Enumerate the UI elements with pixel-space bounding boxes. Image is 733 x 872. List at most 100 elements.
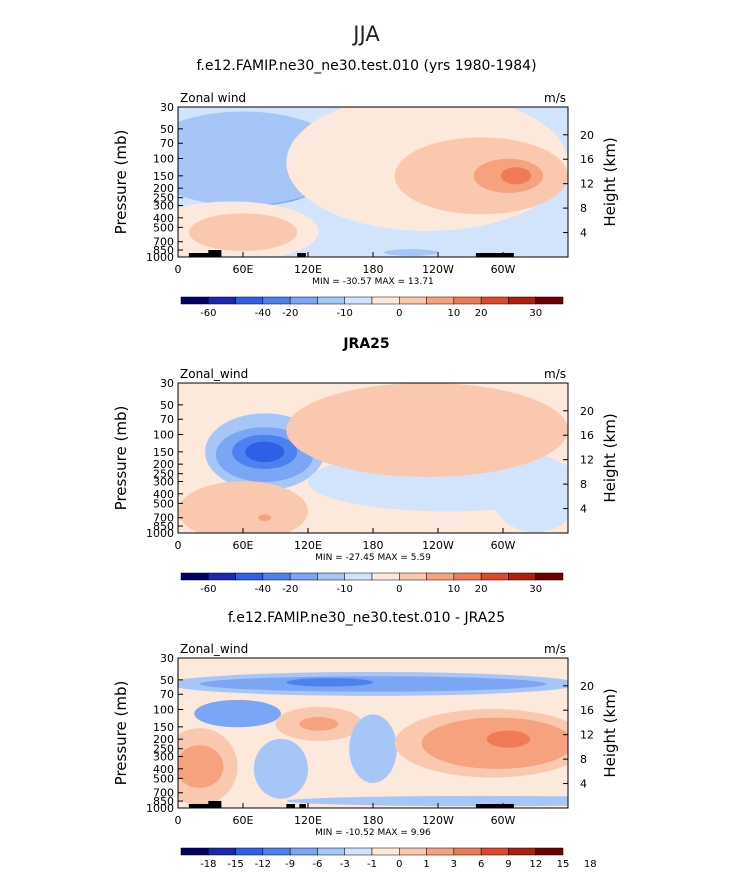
colorbar-box [453, 847, 482, 856]
colorbar-box [235, 572, 264, 581]
colorbar-label: 6 [478, 859, 484, 870]
contour-region [258, 514, 272, 522]
colorbar-box [535, 296, 564, 305]
contour-region [486, 730, 531, 748]
x-tick-label: 180 [363, 539, 384, 552]
colorbar-box [371, 847, 400, 856]
y-tick-label: 850 [153, 795, 174, 808]
colorbar-box [399, 296, 427, 305]
colorbar-box [344, 296, 373, 305]
colorbar-label: 10 [447, 584, 460, 595]
y2-tick-label: 4 [580, 227, 587, 240]
x-tick-label: 60E [233, 814, 254, 827]
colorbar-label: 18 [584, 859, 597, 870]
x-tick-label: 120E [294, 539, 322, 552]
y2-tick-label: 12 [580, 729, 594, 742]
y-tick-label: 50 [160, 123, 174, 136]
y2-tick-label: 8 [580, 202, 587, 215]
x-tick-label: 0 [175, 539, 182, 552]
colorbar-box [399, 572, 427, 581]
x-tick-label: 120W [422, 263, 454, 276]
y-tick-label: 250 [153, 468, 174, 481]
variable-label: Zonal_wind [180, 367, 248, 381]
y-tick-label: 700 [153, 236, 174, 249]
y-tick-label: 100 [153, 153, 174, 166]
variable-label: Zonal wind [180, 91, 246, 105]
y2-tick-label: 12 [580, 454, 594, 467]
min-max-stats: MIN = -27.45 MAX = 5.59 [315, 553, 431, 563]
terrain-mask [297, 253, 306, 257]
colorbar-label: 20 [475, 308, 488, 319]
min-max-stats: MIN = -30.57 MAX = 13.71 [312, 277, 433, 287]
y-tick-label: 70 [160, 137, 174, 150]
colorbar-box [180, 296, 209, 305]
colorbar-box [289, 572, 318, 581]
colorbar-box [508, 296, 536, 305]
y-tick-label: 100 [153, 429, 174, 442]
x-tick-label: 120E [294, 814, 322, 827]
x-tick-label: 60W [491, 263, 516, 276]
colorbar-box [235, 847, 264, 856]
colorbar-box [508, 572, 536, 581]
terrain-mask [188, 804, 222, 808]
y-tick-label: 30 [160, 377, 174, 390]
colorbar-box [453, 296, 482, 305]
colorbar-box [371, 572, 400, 581]
colorbar-box [180, 847, 209, 856]
colorbar-label: 1 [423, 859, 429, 870]
y2-tick-label: 16 [580, 429, 594, 442]
y-tick-label: 400 [153, 212, 174, 225]
x-tick-label: 120W [422, 539, 454, 552]
y-tick-label: 500 [153, 221, 174, 234]
colorbar-label: -9 [285, 859, 295, 870]
contour-region [194, 699, 281, 728]
y-axis-label: Pressure (mb) [112, 681, 130, 786]
y-tick-label: 30 [160, 652, 174, 665]
y-tick-label: 150 [153, 446, 174, 459]
y-tick-label: 1000 [146, 527, 174, 540]
y2-tick-label: 20 [580, 129, 594, 142]
y2-axis-label: Height (km) [601, 688, 619, 777]
colorbar-label: -10 [337, 308, 353, 319]
colorbar-box [262, 847, 291, 856]
y-tick-label: 1000 [146, 802, 174, 815]
colorbar-box [208, 847, 236, 856]
y2-axis-label: Height (km) [601, 413, 619, 502]
contour-region [286, 795, 568, 807]
panel-title-diff: f.e12.FAMIP.ne30_ne30.test.010 - JRA25 [227, 610, 506, 626]
colorbar-label: -60 [200, 308, 216, 319]
panel-model: Zonal wind m/s305070100150200250300400500… [112, 91, 619, 319]
colorbar-label: -40 [255, 308, 271, 319]
panel-title-model: f.e12.FAMIP.ne30_ne30.test.010 (yrs 1980… [196, 58, 537, 74]
y-tick-label: 70 [160, 688, 174, 701]
terrain-mask [475, 804, 514, 808]
colorbar-box [180, 572, 209, 581]
y2-tick-label: 8 [580, 753, 587, 766]
contour-region [383, 249, 438, 256]
colorbar-box [289, 847, 318, 856]
x-tick-label: 180 [363, 263, 384, 276]
y-tick-label: 400 [153, 488, 174, 501]
colorbar-label: -20 [282, 308, 298, 319]
colorbar-label: 20 [475, 584, 488, 595]
y2-axis-label: Height (km) [601, 137, 619, 226]
colorbar-label: -12 [255, 859, 271, 870]
colorbar-label: -6 [312, 859, 322, 870]
y2-tick-label: 4 [580, 503, 587, 516]
colorbar-box [480, 296, 509, 305]
contour-region [299, 717, 339, 731]
y2-tick-label: 16 [580, 704, 594, 717]
min-max-stats: MIN = -10.52 MAX = 9.96 [315, 828, 431, 838]
colorbar-label: 0 [396, 859, 402, 870]
colorbar-box [426, 296, 455, 305]
colorbar-label: -20 [282, 584, 298, 595]
panel-diff: Zonal_wind m/s305070100150200250300400500… [112, 642, 619, 870]
x-tick-label: 60E [233, 263, 254, 276]
colorbar-box [317, 296, 345, 305]
colorbar-box [344, 847, 373, 856]
y-tick-label: 150 [153, 721, 174, 734]
y-tick-label: 200 [153, 733, 174, 746]
colorbar-box [399, 847, 427, 856]
y-tick-label: 70 [160, 413, 174, 426]
contour-region [286, 383, 568, 478]
